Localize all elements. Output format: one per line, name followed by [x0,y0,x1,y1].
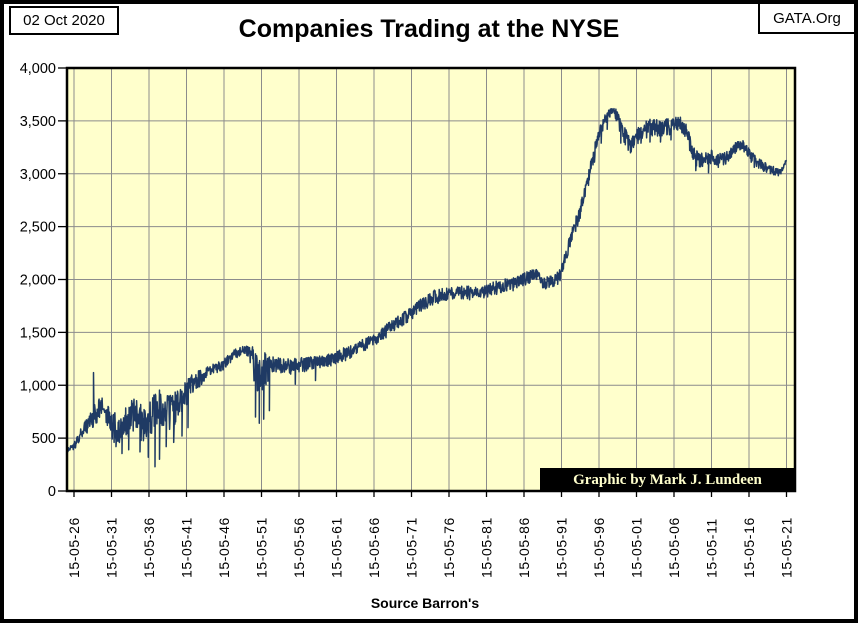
svg-text:4,000: 4,000 [20,61,56,77]
svg-text:15-05-21: 15-05-21 [779,517,795,578]
svg-text:15-05-01: 15-05-01 [629,517,645,578]
svg-text:15-05-71: 15-05-71 [404,517,420,578]
svg-text:2,500: 2,500 [20,220,56,236]
svg-text:15-05-91: 15-05-91 [554,517,570,578]
svg-text:15-05-46: 15-05-46 [216,517,232,578]
svg-text:15-05-16: 15-05-16 [741,517,757,578]
svg-text:0: 0 [48,484,56,500]
svg-text:3,500: 3,500 [20,114,56,130]
credit-box: Graphic by Mark J. Lundeen [540,468,795,492]
svg-text:15-05-76: 15-05-76 [441,517,457,578]
svg-text:15-05-36: 15-05-36 [141,517,157,578]
svg-text:15-05-56: 15-05-56 [291,517,307,578]
source-label: Source Barron's [370,595,480,611]
date-box: 02 Oct 2020 [9,6,119,35]
svg-text:15-05-96: 15-05-96 [591,517,607,578]
date-label: 02 Oct 2020 [23,12,105,29]
svg-text:500: 500 [32,431,56,447]
svg-text:15-05-26: 15-05-26 [66,517,82,578]
svg-text:15-05-11: 15-05-11 [704,518,720,578]
org-label: GATA.Org [773,10,841,27]
svg-text:15-05-81: 15-05-81 [479,517,495,578]
svg-text:3,000: 3,000 [20,167,56,183]
y-axis-labels: 0 500 1,000 1,500 2,000 2,500 3,000 3,500 4,000 [20,61,56,500]
x-axis-labels: 15-05-26 15-05-31 15-05-36 15-05-41 15-05-46… [66,517,795,578]
svg-text:15-05-51: 15-05-51 [254,517,270,578]
plot-border [65,66,797,493]
svg-text:15-05-61: 15-05-61 [329,517,345,578]
series-line-nyse-companies [66,107,787,468]
svg-text:15-05-41: 15-05-41 [179,517,195,578]
svg-text:15-05-86: 15-05-86 [516,517,532,578]
svg-text:2,000: 2,000 [20,273,56,289]
svg-text:15-05-06: 15-05-06 [666,517,682,578]
svg-text:1,000: 1,000 [20,378,56,394]
svg-text:1,500: 1,500 [20,325,56,341]
svg-text:15-05-31: 15-05-31 [104,517,120,578]
gridlines [67,68,795,491]
svg-text:15-05-66: 15-05-66 [366,517,382,578]
axis-ticks [58,67,788,497]
org-box: GATA.Org [758,2,856,34]
chart-title: Companies Trading at the NYSE [238,15,620,43]
